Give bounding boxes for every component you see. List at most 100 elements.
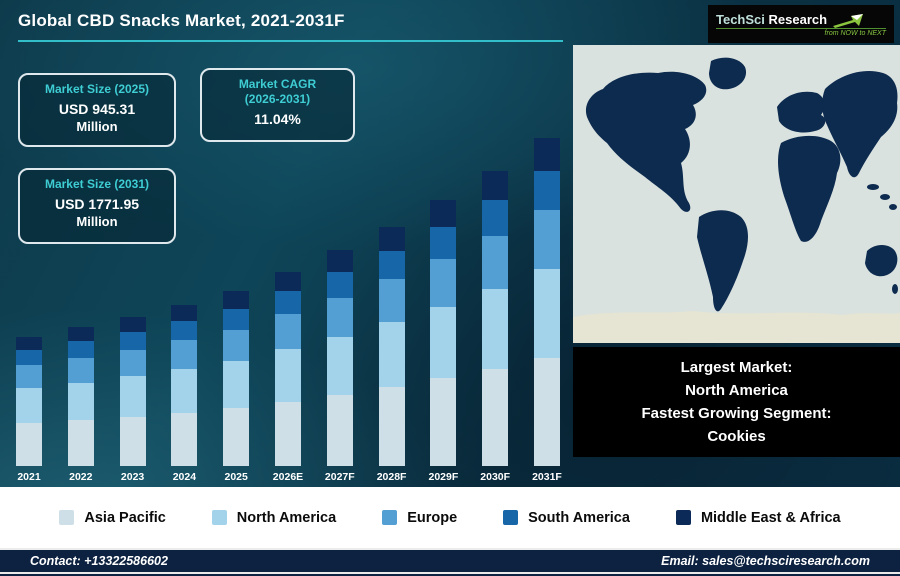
bar-segment-south-america [16,349,42,366]
x-axis-label: 2025 [224,471,248,483]
card-value: 11.04% [254,111,301,127]
bar-segment-asia-pacific [533,357,560,466]
bar-segment-europe [16,365,42,389]
x-axis-label: 2026E [272,471,304,483]
bar-column: 2023 [118,131,148,483]
x-axis-label: 2028F [376,471,407,483]
bar-segment-asia-pacific [326,394,353,466]
bar-column: 2021 [14,131,44,483]
bar-column: 2024 [169,131,199,483]
bar-column: 2029F [428,131,458,483]
bar-segment-north-america [274,349,301,402]
bar-segment-north-america [378,322,405,387]
bar-column: 2028F [377,131,407,483]
stacked-bar [223,291,250,466]
bar-column: 2030F [480,131,510,483]
stacked-bar [482,170,509,466]
legend-label: South America [528,509,630,526]
bar-segment-europe [223,329,250,362]
bar-segment-middle-east-africa [482,170,509,201]
bar-segment-europe [119,349,146,377]
bar-segment-middle-east-africa [223,291,250,309]
x-axis-label: 2024 [172,471,197,483]
bar-segment-europe [378,279,405,323]
legend-item: Asia Pacific [59,509,166,526]
legend-label: Middle East & Africa [700,509,841,526]
legend-swatch [503,510,519,525]
bar-segment-middle-east-africa [119,316,146,332]
bar-segment-middle-east-africa [67,327,94,341]
legend-item: South America [503,510,630,526]
bar-segment-north-america [171,369,198,413]
page-title: Global CBD Snacks Market, 2021-2031F [18,11,345,30]
stacked-bar [533,138,560,466]
callout-line: North America [685,381,788,399]
bar-column: 2025 [221,131,251,483]
bar-segment-europe [326,297,353,337]
legend-swatch [382,510,398,525]
bar-segment-north-america [67,382,94,421]
bar-segment-asia-pacific [482,368,509,466]
card-heading-line1: Market Size (2025) [44,82,150,96]
bar-segment-south-america [223,308,250,330]
world-map [573,45,900,343]
bar-segment-middle-east-africa [533,138,560,172]
bar-segment-north-america [16,388,42,424]
market-cagr-card: Market CAGR (2026-2031) 11.04% [200,68,355,142]
bar-segment-europe [67,357,94,383]
bar-segment-south-america [171,321,198,341]
legend: Asia Pacific North America Europe South Ame… [0,487,900,548]
bar-segment-europe [274,314,301,350]
logo-tagline: from NOW to NEXT [716,27,886,37]
card-heading: Market Size (2025) [26,82,168,97]
bar-column: 2026E [273,131,303,483]
bar-column: 2031F [532,131,562,483]
bar-segment-asia-pacific [16,423,42,466]
legend-label: Asia Pacific [84,509,166,526]
bar-segment-middle-east-africa [326,250,353,272]
bars-row: 2021 2022 2023 2024 2025 2026E 2027F 2028F 2029F… [14,131,562,483]
card-unit: Million [76,214,118,229]
techsci-logo: TechSci Research from NOW to NEXT [708,5,894,43]
card-value: USD 1771.95 [54,196,140,212]
bar-segment-south-america [119,331,146,350]
world-map-svg [573,45,900,343]
x-axis-label: 2031F [532,471,562,483]
arrow-icon [833,13,864,28]
bar-segment-asia-pacific [274,401,301,466]
bar-segment-middle-east-africa [16,336,42,350]
stacked-bar [67,327,94,466]
bar-segment-north-america [430,306,457,379]
legend-item: Europe [382,510,457,526]
card-value: USD 945.31 [58,101,136,117]
card-unit: Million [76,119,118,134]
bar-segment-middle-east-africa [171,305,198,322]
legend-item: North America [211,510,336,526]
bar-segment-south-america [378,250,405,280]
bar-segment-europe [171,340,198,370]
bar-segment-south-america [430,226,457,259]
logo-brand: TechSci Research [716,12,827,27]
bar-segment-europe [482,235,509,289]
bar-segment-asia-pacific [430,378,457,466]
bar-segment-europe [430,258,457,307]
email-info: Email: sales@techsciresearch.com [661,554,870,568]
x-axis-label: 2027F [324,471,355,483]
bar-segment-middle-east-africa [430,200,457,227]
bar-segment-asia-pacific [378,387,405,466]
bar-segment-south-america [533,171,560,211]
bar-segment-europe [533,210,560,270]
bar-segment-middle-east-africa [274,271,301,292]
bar-segment-north-america [482,288,509,369]
legend-label: Europe [407,509,458,526]
bar-segment-north-america [533,269,560,358]
stacked-bar-chart: 2021 2022 2023 2024 2025 2026E 2027F 2028F 2029F… [14,131,562,483]
market-size-2031-card: Market Size (2031) USD 1771.95 Million [18,168,176,244]
footer-divider [0,572,900,574]
bar-segment-south-america [326,271,353,298]
contact-info: Contact: +13322586602 [30,554,168,568]
x-axis-label: 2029F [428,471,459,483]
x-axis-label: 2023 [120,471,145,483]
bar-segment-north-america [223,361,250,409]
